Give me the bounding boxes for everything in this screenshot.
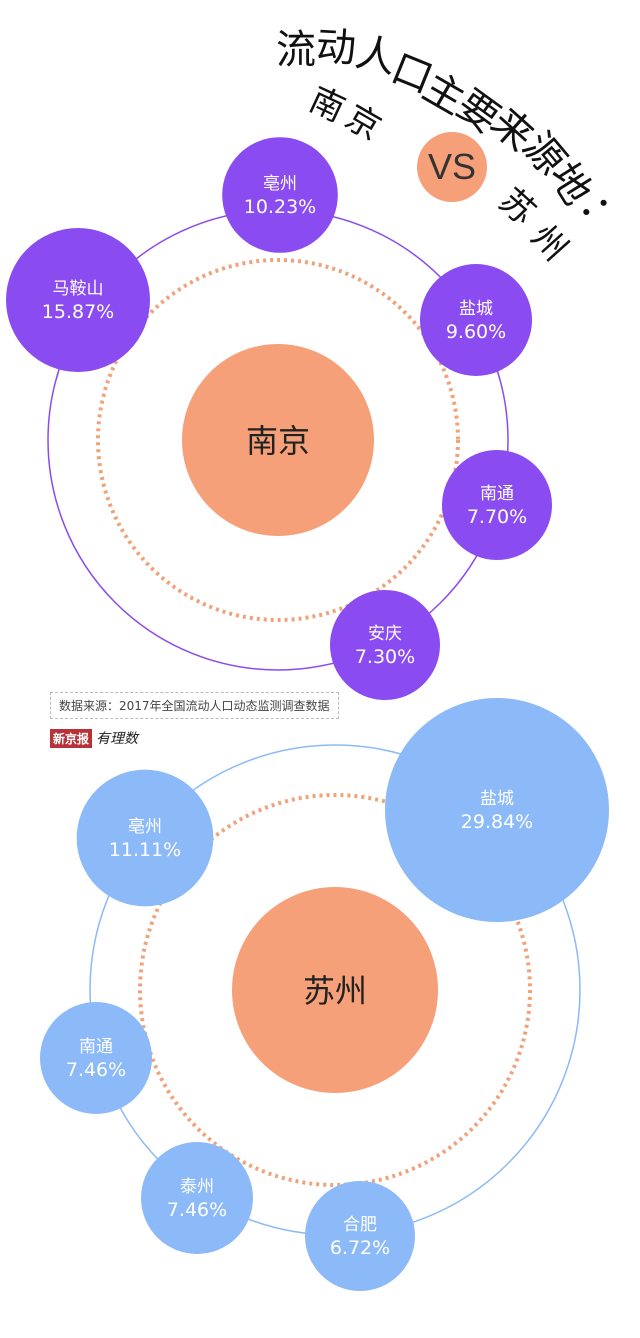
bubble (442, 450, 552, 560)
bubble-value: 7.70% (467, 506, 527, 528)
bubble (141, 1142, 253, 1254)
bubble (330, 590, 440, 700)
dotted-ring (138, 793, 532, 1187)
logo-brand: 新京报 (50, 728, 93, 748)
title-char: 动 (314, 23, 358, 73)
bubble-value: 7.46% (66, 1059, 126, 1081)
bubble (76, 769, 214, 907)
center-circle (182, 344, 374, 536)
bubble-value: 7.30% (355, 646, 415, 668)
bubble (6, 228, 150, 372)
bubble-label: 南通 (480, 484, 514, 504)
bubble (305, 1181, 415, 1291)
bubble-label: 马鞍山 (53, 279, 104, 299)
data-source: 数据来源：2017年全国流动人口动态监测调查数据 (50, 692, 339, 719)
center-label: 南京 (246, 422, 310, 460)
bubble (222, 137, 338, 253)
center-label: 苏州 (303, 972, 367, 1010)
title-char: 流 (276, 27, 316, 73)
bubble-label: 盐城 (459, 299, 493, 319)
bubble-label: 亳州 (128, 817, 162, 837)
bubble-value: 11.11% (109, 839, 181, 861)
bubble (420, 264, 532, 376)
bubble-label: 安庆 (368, 624, 402, 644)
vs-badge: VS (417, 132, 487, 202)
bubble-label: 南通 (79, 1037, 113, 1057)
center-circle (232, 887, 438, 1093)
dotted-ring (96, 258, 460, 622)
bubble-label: 亳州 (263, 174, 297, 194)
bubble-value: 10.23% (244, 196, 316, 218)
bubble (40, 1002, 152, 1114)
bubble-label: 盐城 (480, 789, 514, 809)
bubble-label: 合肥 (343, 1215, 377, 1235)
logo-column: 有理数 (96, 731, 139, 747)
bubble-value: 29.84% (461, 811, 533, 833)
bubble-value: 9.60% (446, 321, 506, 343)
bubble (385, 698, 609, 922)
logo: 新京报 有理数 (50, 728, 138, 748)
bubble-value: 6.72% (330, 1237, 390, 1259)
bubble-label: 泰州 (180, 1177, 214, 1197)
bubble-value: 7.46% (167, 1199, 227, 1221)
bubble-value: 15.87% (42, 301, 114, 323)
